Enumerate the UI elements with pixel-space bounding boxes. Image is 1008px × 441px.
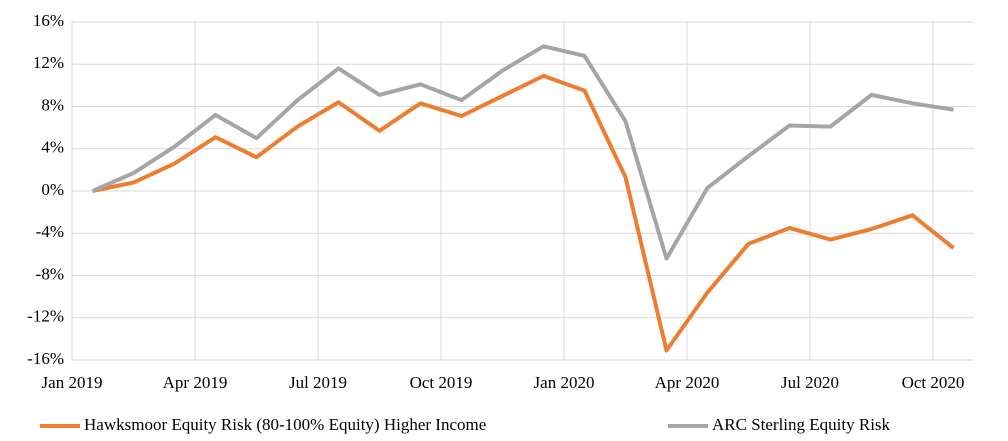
x-tick-label: Oct 2019 [410,373,473,392]
x-tick-label: Apr 2020 [655,373,720,392]
legend-label: Hawksmoor Equity Risk (80-100% Equity) H… [84,415,486,434]
line-series [91,44,954,261]
y-tick-label: 12% [33,53,64,72]
y-tick-label: 0% [41,180,64,199]
x-tick-label: Jul 2020 [781,373,839,392]
line-series [92,73,955,353]
y-tick-label: 8% [41,95,64,114]
x-tick-label: Jul 2019 [289,373,347,392]
y-tick-label: 16% [33,11,64,30]
y-tick-label: -16% [27,349,64,368]
y-tick-label: 4% [41,138,64,157]
x-tick-label: Oct 2020 [902,373,965,392]
y-tick-label: -8% [36,264,64,283]
legend-label: ARC Sterling Equity Risk [712,415,891,434]
y-tick-label: -12% [27,307,64,326]
x-tick-label: Jan 2020 [534,373,595,392]
y-tick-label: -4% [36,222,64,241]
x-tick-label: Apr 2019 [163,373,228,392]
x-tick-label: Jan 2019 [42,373,103,392]
